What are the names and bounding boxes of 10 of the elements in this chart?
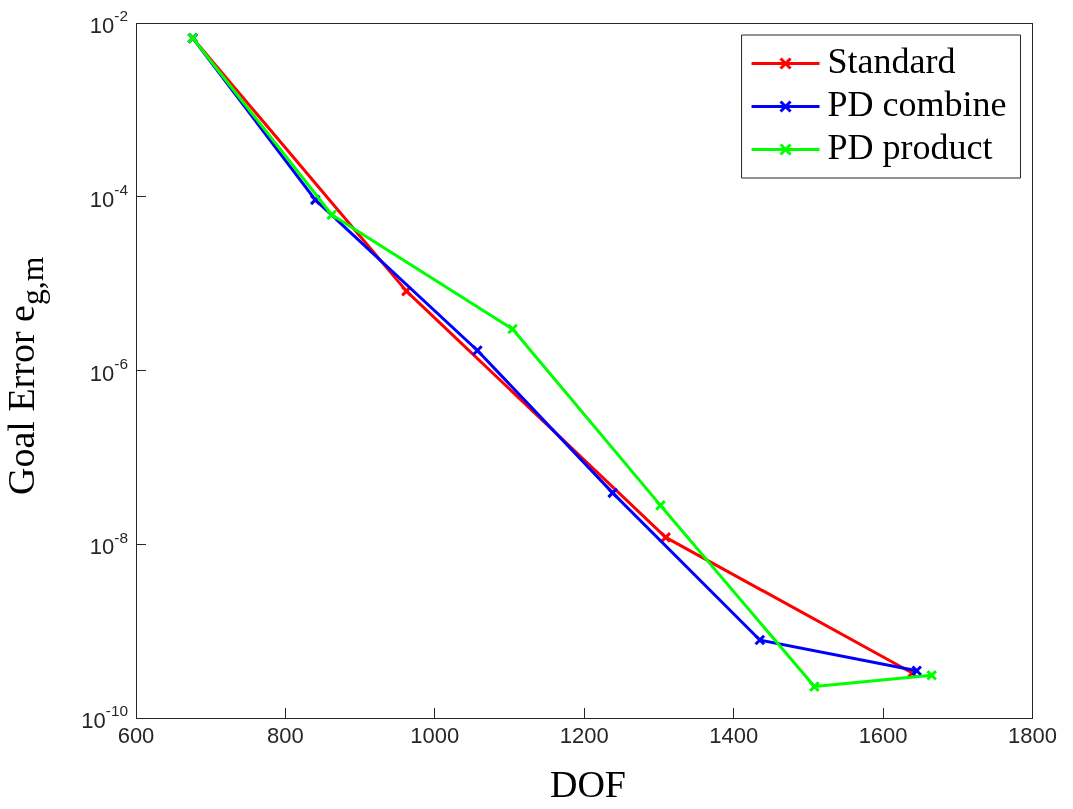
legend-label: Standard [827, 40, 956, 81]
x-tick-label: 800 [267, 723, 304, 749]
legend-label: PD product [827, 126, 993, 167]
x-tick-label: 1200 [559, 723, 609, 749]
x-tick-label: 1800 [1008, 723, 1058, 749]
legend-label: PD combine [827, 83, 1007, 124]
x-tick-label: 1600 [858, 723, 908, 749]
x-tick-label: 1400 [709, 723, 759, 749]
x-axis-title: DOF [549, 762, 627, 806]
x-tick-label: 1000 [410, 723, 460, 749]
